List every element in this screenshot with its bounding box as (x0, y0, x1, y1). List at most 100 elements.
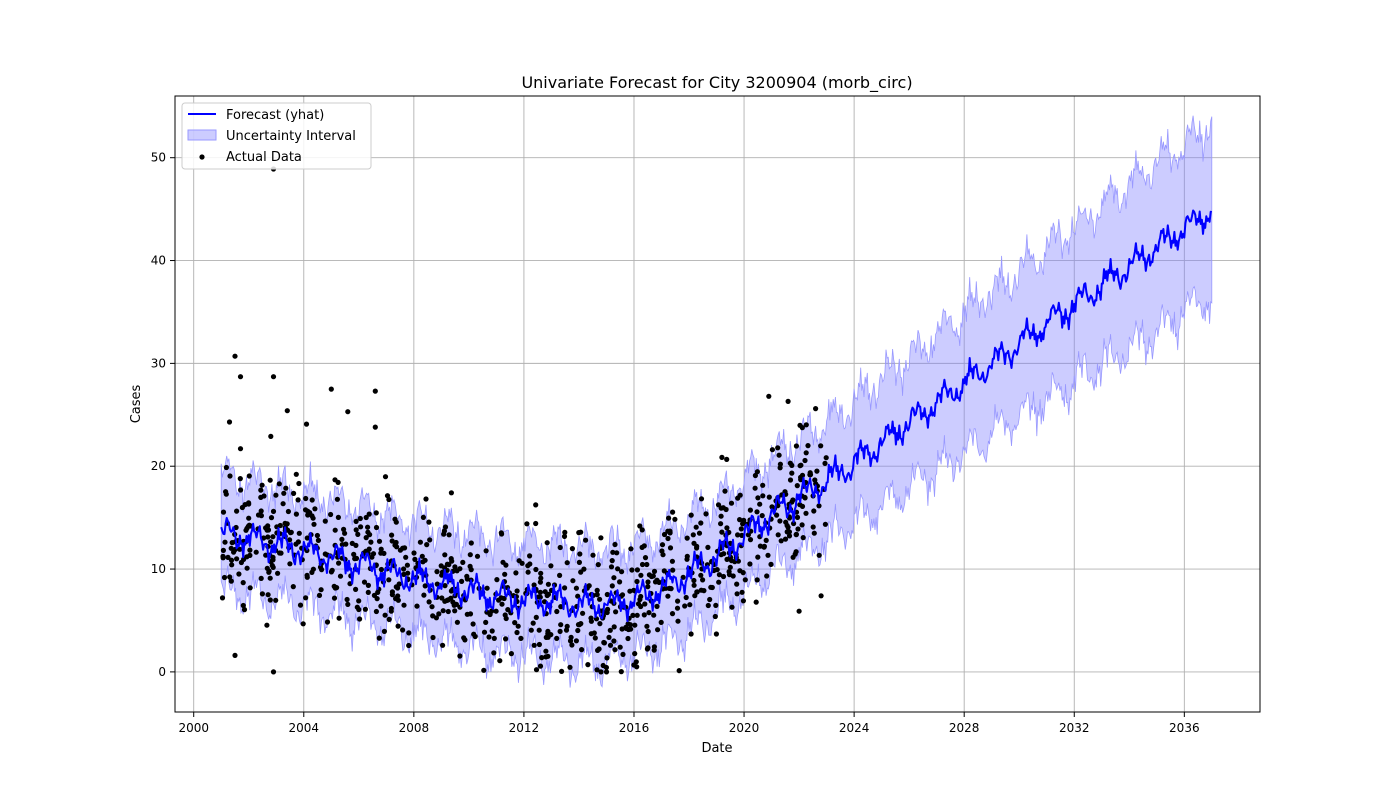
actual-data-point (445, 597, 451, 603)
actual-data-point (667, 545, 674, 551)
actual-data-point (302, 507, 309, 513)
actual-data-point (240, 602, 246, 609)
actual-data-point (310, 566, 316, 572)
actual-data-point (244, 565, 250, 571)
actual-data-point (412, 556, 418, 563)
actual-data-point (229, 540, 235, 546)
actual-data-point (258, 494, 264, 500)
actual-data-point (665, 593, 671, 599)
actual-data-point (759, 513, 765, 519)
actual-data-point (527, 561, 533, 567)
actual-data-point (268, 539, 274, 545)
actual-data-point (644, 623, 650, 629)
actual-data-point (533, 566, 539, 573)
actual-data-point (765, 552, 771, 558)
actual-data-point (578, 569, 584, 575)
actual-data-point (675, 598, 681, 604)
actual-data-point (365, 524, 371, 530)
actual-data-point (795, 526, 801, 532)
actual-data-point (682, 603, 688, 609)
actual-data-point (528, 627, 534, 633)
actual-data-point (240, 580, 246, 586)
actual-data-point (734, 581, 740, 587)
y-tick-label: 0 (158, 665, 166, 679)
actual-data-point (646, 572, 653, 578)
actual-data-point (578, 621, 584, 627)
actual-data-point (816, 552, 822, 558)
actual-data-point (798, 477, 804, 483)
actual-data-point (401, 566, 407, 572)
actual-data-point (786, 533, 793, 539)
actual-data-point (734, 591, 740, 597)
actual-data-point (351, 551, 357, 558)
actual-data-point (654, 603, 660, 610)
actual-data-point (576, 559, 583, 566)
actual-data-point (481, 667, 487, 673)
actual-data-point (397, 547, 403, 553)
actual-data-point (742, 577, 748, 583)
actual-data-point (401, 571, 407, 578)
actual-data-point (573, 638, 580, 644)
actual-data-point (499, 601, 505, 607)
actual-data-point (684, 553, 690, 560)
actual-data-point (684, 535, 690, 541)
actual-data-point (797, 422, 803, 428)
actual-data-point (484, 585, 490, 591)
actual-data-point (611, 624, 617, 630)
actual-data-point (420, 559, 426, 565)
actual-data-point (291, 490, 297, 496)
actual-data-point (378, 603, 384, 609)
actual-data-point (403, 554, 409, 560)
actual-data-point (720, 505, 726, 511)
actual-data-point (578, 529, 584, 535)
actual-data-point (314, 532, 320, 539)
actual-data-point (774, 512, 780, 518)
actual-data-point (287, 537, 293, 543)
actual-data-point (434, 569, 440, 575)
actual-data-point (629, 567, 635, 573)
actual-data-point (438, 563, 444, 569)
actual-data-point (537, 589, 544, 595)
actual-data-point (634, 664, 640, 670)
actual-data-point (610, 549, 616, 555)
actual-data-point (739, 589, 745, 595)
actual-data-point (430, 613, 436, 619)
actual-data-point (304, 574, 310, 580)
actual-data-point (693, 524, 699, 530)
actual-data-point (376, 635, 382, 641)
actual-data-point (632, 651, 638, 657)
actual-data-point (766, 393, 772, 399)
actual-data-point (575, 593, 581, 599)
actual-data-point (569, 546, 576, 552)
actual-data-point (395, 623, 401, 629)
actual-data-point (363, 514, 369, 521)
actual-data-point (666, 515, 672, 521)
actual-data-point (716, 572, 723, 578)
actual-data-point (493, 608, 499, 614)
actual-data-point (405, 570, 411, 576)
actual-data-point (365, 589, 371, 596)
actual-data-point (382, 612, 388, 618)
actual-data-point (503, 562, 509, 568)
actual-data-point (247, 552, 253, 559)
actual-data-point (639, 544, 645, 551)
actual-data-point (753, 599, 759, 605)
actual-data-point (345, 409, 351, 415)
actual-data-point (353, 586, 359, 593)
actual-data-point (389, 538, 395, 544)
actual-data-point (221, 574, 228, 581)
actual-data-point (811, 530, 817, 536)
actual-data-point (268, 433, 274, 439)
actual-data-point (481, 629, 488, 635)
actual-data-point (259, 482, 265, 488)
actual-data-point (674, 605, 681, 611)
actual-data-point (232, 353, 238, 359)
actual-data-point (393, 519, 399, 525)
actual-data-point (536, 627, 542, 633)
legend-box (181, 102, 372, 170)
actual-data-point (448, 490, 454, 496)
plot-frame (174, 95, 1261, 713)
actual-data-point (617, 644, 623, 650)
actual-data-point (247, 585, 253, 591)
actual-data-point (822, 521, 829, 527)
